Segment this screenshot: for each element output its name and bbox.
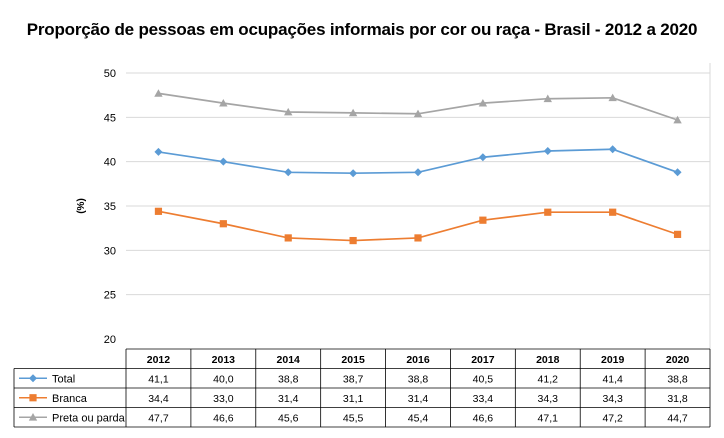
data-point-branca: [219, 220, 227, 228]
data-label-branca: 31,4: [278, 393, 299, 405]
y-tick-label: 25: [104, 290, 116, 302]
legend-key-marker-branca: [29, 394, 37, 402]
x-tick-label: 2014: [277, 354, 301, 366]
data-label-branca: 34,4: [148, 393, 169, 405]
y-tick-label: 35: [104, 201, 116, 213]
data-label-preta-ou-parda: 47,1: [538, 413, 559, 425]
y-tick-label: 30: [104, 245, 116, 257]
data-label-preta-ou-parda: 46,6: [473, 413, 494, 425]
data-point-preta-ou-parda: [154, 89, 163, 97]
data-label-total: 38,8: [408, 374, 429, 386]
data-point-branca: [479, 216, 487, 224]
data-point-total: [219, 157, 228, 166]
data-label-branca: 33,4: [473, 393, 494, 405]
data-label-branca: 33,0: [213, 393, 234, 405]
x-tick-label: 2016: [406, 354, 430, 366]
data-point-preta-ou-parda: [608, 93, 617, 102]
data-point-preta-ou-parda: [543, 94, 552, 103]
data-point-total: [284, 168, 293, 177]
data-point-total: [478, 153, 487, 162]
series-layer: [154, 89, 682, 245]
data-label-preta-ou-parda: 45,4: [408, 413, 429, 425]
data-point-preta-ou-parda: [673, 115, 682, 124]
legend-key-marker-preta-ou-parda: [28, 413, 38, 421]
data-label-preta-ou-parda: 45,6: [278, 413, 299, 425]
data-label-total: 38,8: [278, 374, 299, 386]
data-point-branca: [673, 230, 682, 238]
y-tick-label: 40: [104, 157, 116, 169]
data-point-branca: [349, 236, 357, 245]
data-label-branca: 34,3: [602, 393, 623, 405]
legend-key-marker-total: [29, 374, 37, 383]
x-tick-label: 2019: [601, 354, 625, 366]
data-label-preta-ou-parda: 47,7: [148, 413, 169, 425]
data-point-preta-ou-parda: [219, 98, 228, 107]
data-label-total: 41,4: [602, 374, 623, 386]
data-point-preta-ou-parda: [413, 109, 423, 118]
data-label-preta-ou-parda: 44,7: [667, 413, 688, 425]
data-label-total: 38,8: [667, 374, 688, 386]
data-point-branca: [154, 207, 163, 215]
data-table: 2012 2013 2014 2015 2016 2017 2018 2019 2020 Tota…: [13, 348, 711, 428]
axis-layer: 20 25 30 35 40 45 50 (%): [76, 63, 711, 349]
y-axis-title: (%): [76, 198, 87, 214]
data-label-preta-ou-parda: 46,6: [213, 413, 234, 425]
data-point-preta-ou-parda: [478, 98, 488, 107]
x-tick-label: 2017: [471, 354, 495, 366]
data-point-preta-ou-parda: [284, 107, 293, 116]
data-label-total: 38,7: [343, 374, 364, 386]
data-label-branca: 34,3: [538, 393, 559, 405]
x-tick-label: 2013: [212, 354, 236, 366]
data-label-total: 40,5: [473, 374, 494, 386]
chart-title: Proporção de pessoas em ocupações inform…: [26, 20, 698, 39]
data-label-total: 41,1: [148, 374, 169, 386]
y-tick-label: 45: [104, 112, 116, 124]
legend-label-total: Total: [52, 374, 75, 386]
data-point-total: [543, 147, 552, 156]
data-label-branca: 31,1: [343, 393, 364, 405]
data-label-branca: 31,4: [408, 393, 429, 405]
x-tick-label: 2012: [147, 354, 171, 366]
legend-label-preta-ou-parda: Preta ou parda: [52, 413, 126, 425]
x-tick-label: 2015: [341, 354, 365, 366]
data-point-preta-ou-parda: [348, 108, 358, 117]
data-point-branca: [544, 208, 552, 216]
y-tick-label: 20: [104, 334, 116, 346]
data-point-total: [154, 147, 163, 156]
y-tick-label: 50: [104, 68, 116, 80]
data-point-branca: [414, 234, 422, 242]
data-label-total: 40,0: [213, 374, 234, 386]
data-point-branca: [284, 234, 292, 242]
data-label-total: 41,2: [538, 374, 559, 386]
data-point-total: [673, 168, 682, 177]
data-point-total: [608, 145, 617, 154]
data-point-branca: [609, 208, 617, 216]
data-label-preta-ou-parda: 45,5: [343, 413, 364, 425]
data-point-total: [414, 168, 422, 177]
data-label-preta-ou-parda: 47,2: [602, 413, 623, 425]
grid-layer: [126, 72, 710, 296]
data-label-branca: 31,8: [667, 393, 688, 405]
data-point-total: [349, 169, 358, 178]
x-tick-label: 2020: [666, 354, 690, 366]
x-tick-label: 2018: [536, 354, 560, 366]
legend-label-branca: Branca: [52, 393, 88, 405]
